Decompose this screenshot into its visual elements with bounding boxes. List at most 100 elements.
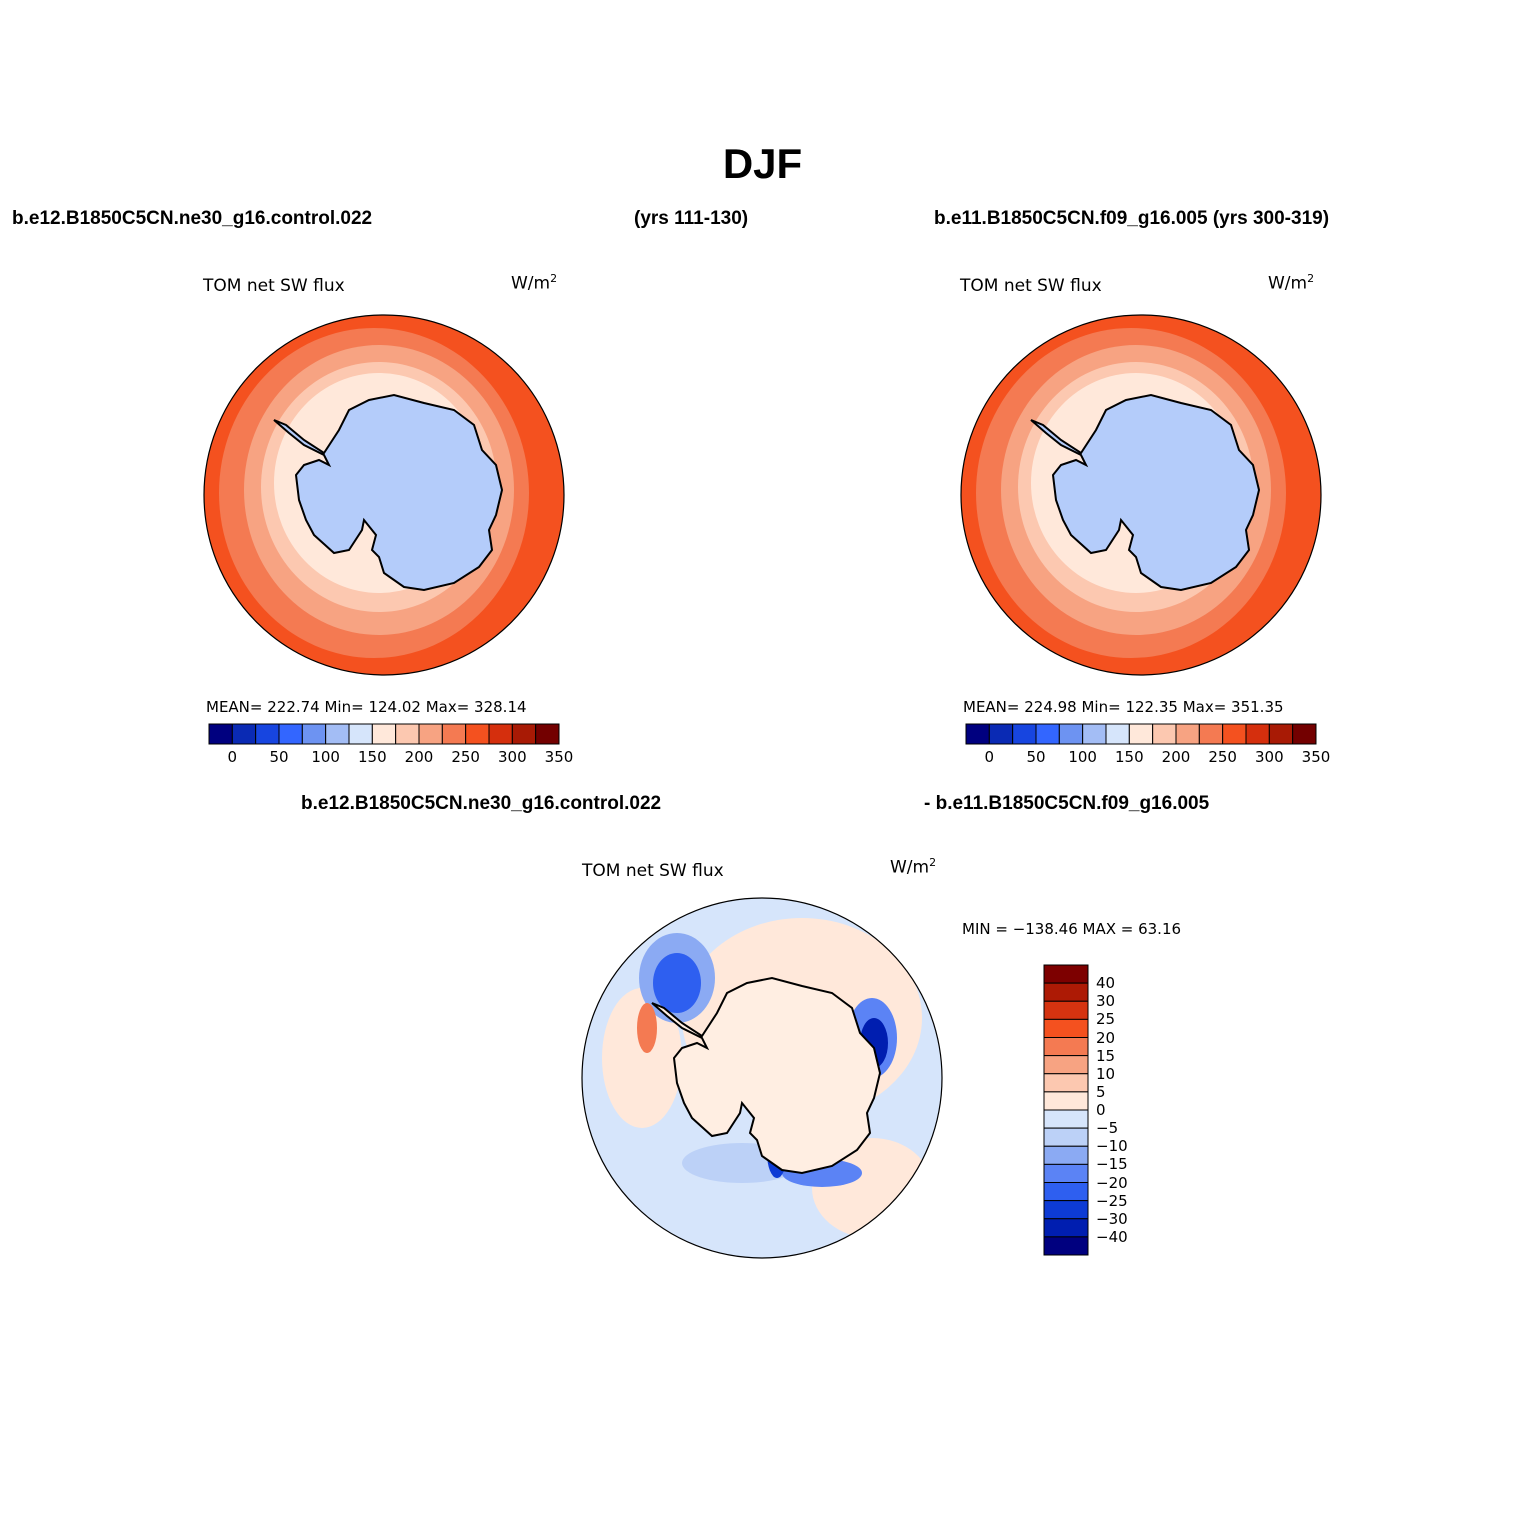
- diff-left-header: b.e12.B1850C5CN.ne30_g16.control.022: [301, 793, 662, 814]
- panel2-stats: MEAN= 224.98 Min= 122.35 Max= 351.35: [963, 698, 1284, 716]
- colorbar-swatch: [1082, 723, 1107, 745]
- colorbar-swatch: [1058, 723, 1084, 745]
- colorbar-tick-label: 100: [311, 748, 340, 766]
- colorbar-swatch: [1198, 723, 1224, 745]
- left-case-header: b.e12.B1850C5CN.ne30_g16.control.022: [12, 208, 373, 229]
- page-title: DJF: [722, 140, 803, 187]
- colorbar-swatch: [1175, 723, 1200, 745]
- colorbar-tick-label: −20: [1096, 1173, 1128, 1192]
- colorbar-tick-label: 30: [1096, 992, 1116, 1011]
- colorbar-swatch: [1043, 1109, 1089, 1129]
- colorbar-swatch: [325, 723, 350, 745]
- colorbar-tick-label: 20: [1096, 1028, 1116, 1047]
- panel2-units-label: W/m2: [1268, 272, 1315, 294]
- diff-units-label: W/m2: [890, 856, 937, 878]
- colorbar-tick-label: 350: [1301, 748, 1331, 766]
- colorbar-swatch: [348, 723, 373, 745]
- colorbar-tick-label: 40: [1096, 974, 1116, 993]
- colorbar-tick-label: 25: [1096, 1010, 1116, 1029]
- colorbar-swatch: [1043, 1236, 1089, 1256]
- diff-right-header: - b.e11.B1850C5CN.f09_g16.005: [924, 793, 1210, 814]
- colorbar-swatch: [1128, 723, 1154, 745]
- colorbar-swatch: [1268, 723, 1294, 745]
- colorbar-swatch: [301, 723, 327, 745]
- colorbar-swatch: [1105, 723, 1130, 745]
- colorbar-tick-label: 50: [269, 748, 289, 766]
- colorbar-tick-label: 0: [984, 748, 995, 766]
- colorbar-swatch: [1043, 982, 1089, 1002]
- colorbar-swatch: [1043, 1163, 1089, 1183]
- colorbar-swatch: [1043, 1091, 1089, 1111]
- diff-polar-map: [581, 897, 943, 1259]
- colorbar-swatch: [1292, 723, 1317, 745]
- colorbar-swatch: [1035, 723, 1060, 745]
- colorbar-tick-label: −15: [1096, 1155, 1128, 1174]
- colorbar-swatch: [371, 723, 397, 745]
- colorbar-tick-label: −30: [1096, 1209, 1128, 1228]
- colorbar-swatch: [465, 723, 490, 745]
- colorbar-swatch: [1043, 964, 1089, 984]
- colorbar-tick-label: 150: [1115, 748, 1144, 766]
- colorbar-swatch: [1043, 1145, 1089, 1165]
- colorbar-tick-label: 300: [1255, 748, 1284, 766]
- colorbar-tick-label: 10: [1096, 1064, 1116, 1083]
- colorbar-swatch: [1043, 1127, 1089, 1147]
- panel1-polar-map: [203, 314, 565, 676]
- colorbar-tick-label: 200: [1161, 748, 1191, 766]
- colorbar-tick-label: 0: [227, 748, 238, 766]
- panel2-continent: [1030, 393, 1261, 592]
- colorbar-tick-label: 250: [451, 748, 480, 766]
- colorbar-swatch: [511, 723, 537, 745]
- colorbar-tick-label: 150: [358, 748, 387, 766]
- colorbar-swatch: [988, 723, 1014, 745]
- colorbar-tick-label: 300: [498, 748, 527, 766]
- colorbar-swatch: [1245, 723, 1270, 745]
- right-case-header: b.e11.B1850C5CN.f09_g16.005 (yrs 300-319…: [934, 208, 1330, 229]
- colorbar-swatch: [1043, 1037, 1089, 1057]
- colorbar-tick-label: 100: [1068, 748, 1097, 766]
- colorbar-swatch: [1043, 1182, 1089, 1202]
- colorbar-tick-label: 0: [1096, 1101, 1106, 1119]
- colorbar-tick-label: 250: [1208, 748, 1237, 766]
- colorbar-tick-label: 5: [1096, 1082, 1106, 1101]
- years-header: (yrs 111-130): [634, 208, 749, 229]
- colorbar-swatch: [1043, 1018, 1089, 1038]
- colorbar-swatch: [1012, 723, 1037, 745]
- panel1-stats: MEAN= 222.74 Min= 124.02 Max= 328.14: [206, 698, 527, 716]
- panel1-continent: [273, 393, 504, 592]
- colorbar-swatch: [395, 723, 420, 745]
- colorbar-swatch: [965, 723, 990, 745]
- colorbar-swatch: [441, 723, 467, 745]
- colorbar-tick-label: −10: [1096, 1137, 1128, 1156]
- colorbar-swatch: [418, 723, 443, 745]
- diff-colorbar: [1043, 964, 1089, 1256]
- panel1-colorbar: [208, 723, 560, 745]
- colorbar-swatch: [1043, 1073, 1089, 1093]
- colorbar-swatch: [1043, 1000, 1089, 1020]
- colorbar-swatch: [488, 723, 513, 745]
- colorbar-tick-label: −40: [1096, 1227, 1128, 1246]
- colorbar-swatch: [1043, 1200, 1089, 1220]
- diff-variable-label: TOM net SW flux: [582, 861, 724, 881]
- colorbar-swatch: [278, 723, 303, 745]
- colorbar-swatch: [535, 723, 560, 745]
- colorbar-tick-label: 50: [1026, 748, 1046, 766]
- diff-continent: [651, 976, 882, 1175]
- panel1-units-label: W/m2: [511, 272, 558, 294]
- colorbar-swatch: [231, 723, 257, 745]
- colorbar-tick-label: 350: [544, 748, 574, 766]
- colorbar-swatch: [1043, 1218, 1089, 1238]
- diff-stats: MIN = −138.46 MAX = 63.16: [962, 920, 1182, 938]
- panel2-polar-map: [960, 314, 1322, 676]
- colorbar-swatch: [1222, 723, 1247, 745]
- colorbar-swatch: [208, 723, 233, 745]
- panel1-variable-label: TOM net SW flux: [203, 276, 345, 296]
- colorbar-swatch: [1152, 723, 1177, 745]
- colorbar-tick-label: 200: [404, 748, 434, 766]
- colorbar-tick-label: 15: [1096, 1046, 1116, 1065]
- colorbar-tick-label: −25: [1096, 1191, 1128, 1210]
- colorbar-swatch: [255, 723, 280, 745]
- panel2-variable-label: TOM net SW flux: [960, 276, 1102, 296]
- colorbar-tick-label: −5: [1096, 1119, 1119, 1138]
- colorbar-swatch: [1043, 1055, 1089, 1075]
